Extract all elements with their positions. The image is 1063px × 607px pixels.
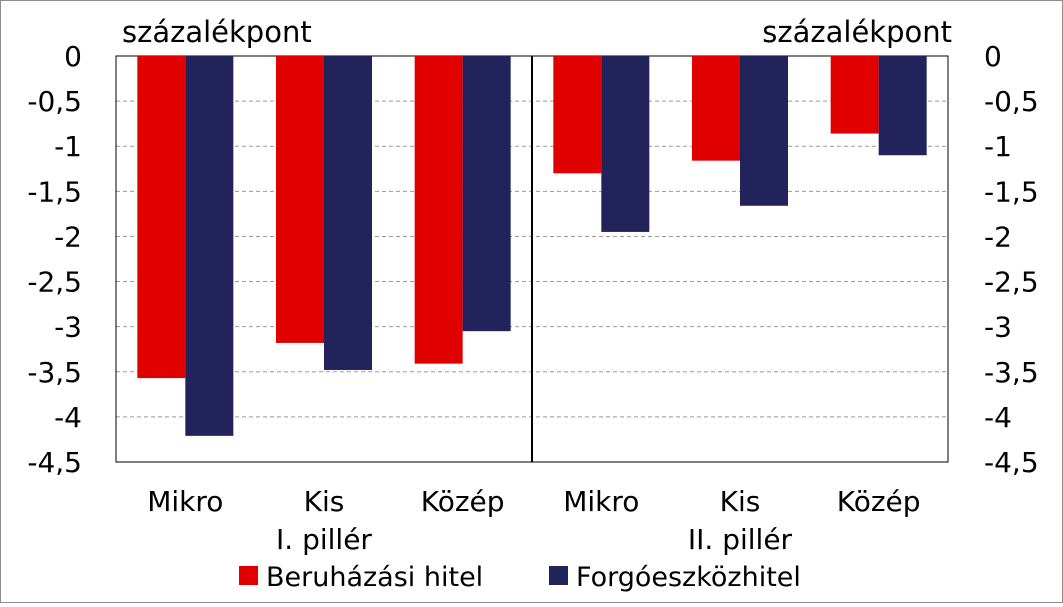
y-tick-label-left: -0,5 [27,85,82,118]
category-label: Mikro [563,485,639,518]
y-tick-label-left: -4,5 [27,446,82,479]
bar-beruhazasi-2 [414,56,463,364]
y-tick-label-right: -3,5 [984,356,1039,389]
y-tick-label-right: -1 [984,130,1012,163]
y-tick-label-right: -3 [984,311,1012,344]
bar-beruhazasi-4 [692,56,740,161]
bar-beruhazasi-0 [137,56,186,379]
category-labels: Mikro Kis Közép Mikro Kis Közép I. pillér II. p… [147,485,920,556]
bar-forgoeszkoz-3 [601,56,650,232]
category-label: Kis [304,485,345,518]
group-label: I. pillér [276,523,372,556]
y-tick-label-right: -2 [984,220,1012,253]
y-tick-label-right: -4,5 [984,446,1039,479]
y-tick-label-left: -3,5 [27,356,82,389]
bar-forgoeszkoz-1 [324,56,372,370]
left-unit-label: százalékpont [122,15,312,49]
category-label: Közép [421,485,505,518]
bar-beruhazasi-3 [553,56,602,174]
bar-forgoeszkoz-2 [462,56,511,332]
bars [137,56,927,436]
y-tick-label-left: -4 [54,401,82,434]
legend-swatch-forgoeszkoz [549,566,568,585]
y-tick-label-right: -4 [984,401,1012,434]
y-tick-label-left: -2 [54,220,82,253]
y-tick-label-left: -3 [54,311,82,344]
y-tick-label-right: -1,5 [984,175,1039,208]
y-tick-label-left: -2,5 [27,266,82,299]
bar-forgoeszkoz-0 [185,56,234,436]
y-tick-label-right: -2,5 [984,266,1039,299]
y-tick-label-right: 0 [984,40,1002,73]
legend-swatch-beruhazasi [239,566,258,585]
bar-beruhazasi-1 [276,56,324,343]
bar-forgoeszkoz-5 [878,56,927,156]
y-tick-label-left: 0 [64,40,82,73]
category-label: Közép [837,485,921,518]
right-unit-label: százalékpont [762,15,952,49]
y-tick-label-right: -0,5 [984,85,1039,118]
category-label: Mikro [147,485,223,518]
legend-label-forgoeszkoz: Forgóeszközhitel [576,562,801,593]
y-tick-label-left: -1,5 [27,175,82,208]
bar-forgoeszkoz-4 [740,56,788,206]
group-label: II. pillér [688,523,793,556]
category-label: Kis [720,485,761,518]
legend-label-beruhazasi: Beruházási hitel [266,562,483,593]
legend: Beruházási hitel Forgóeszközhitel [239,562,801,593]
y-tick-label-left: -1 [54,130,82,163]
y-tick-labels: 0 0 -0,5 -0,5 -1 -1 -1,5 -1,5 -2 -2 -2,5 -2,5 -3 -3 -3… [27,40,1038,479]
bar-beruhazasi-5 [830,56,879,134]
